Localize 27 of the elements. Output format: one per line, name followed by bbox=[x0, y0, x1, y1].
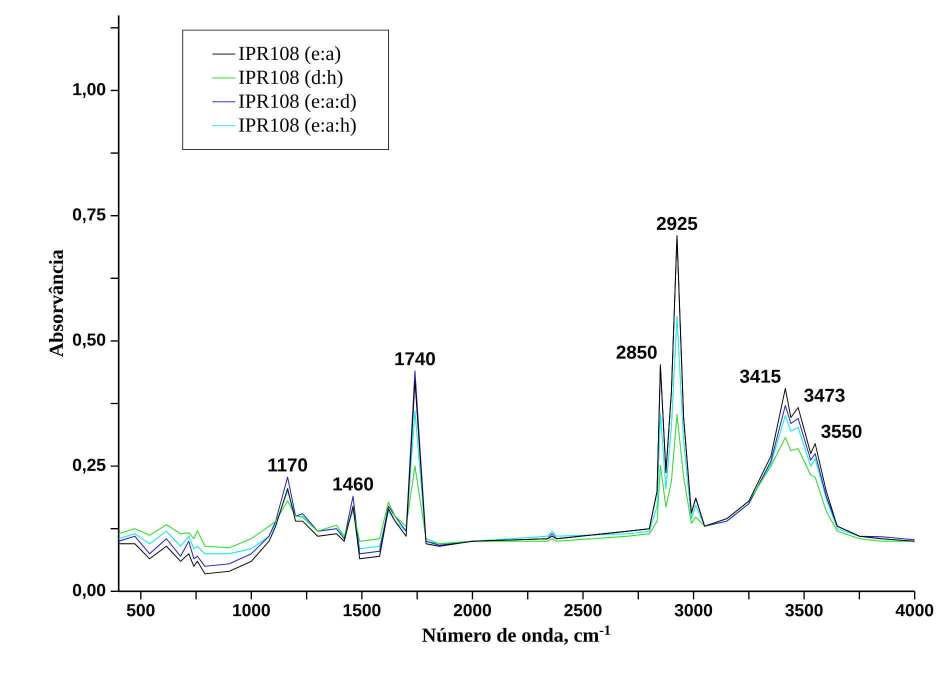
y-axis-title: Absorvância bbox=[48, 250, 64, 358]
x-tick-label: 1500 bbox=[344, 604, 380, 616]
annotation: 3550 bbox=[821, 424, 862, 438]
annotation: 2850 bbox=[616, 346, 657, 359]
legend-label: IPR108 (e:a) bbox=[239, 46, 340, 64]
x-tick-label: 4000 bbox=[896, 604, 934, 616]
legend-label: IPR108 (d:h) bbox=[239, 70, 342, 88]
y-tick-label: 0,75 bbox=[72, 208, 106, 224]
x-tick-label: 2500 bbox=[564, 604, 602, 616]
x-axis-title: Número de onda, cm$^{-1}$ bbox=[422, 625, 610, 645]
x-tick-label: 1000 bbox=[233, 604, 270, 616]
x-tick-label: 2000 bbox=[454, 604, 492, 616]
legend-label: IPR108 (e:a:d) bbox=[239, 94, 356, 112]
annotation: 1460 bbox=[333, 477, 374, 491]
x-tick-label: 3000 bbox=[674, 604, 712, 616]
annotation: 1170 bbox=[268, 458, 308, 472]
annotation: 3473 bbox=[804, 388, 845, 402]
legend-label: IPR108 (e:a:h) bbox=[239, 118, 356, 136]
y-tick-label: 0,25 bbox=[72, 458, 106, 474]
y-tick-label: 1,00 bbox=[73, 83, 106, 98]
x-tick-label: 500 bbox=[126, 604, 155, 616]
y-tick-label: 0,50 bbox=[72, 334, 106, 348]
annotation: 3415 bbox=[740, 370, 781, 383]
x-tick-label: 3500 bbox=[785, 604, 823, 616]
annotation: 2925 bbox=[656, 216, 698, 230]
y-tick-label: 0,00 bbox=[72, 584, 106, 599]
annotation: 1740 bbox=[395, 352, 435, 366]
